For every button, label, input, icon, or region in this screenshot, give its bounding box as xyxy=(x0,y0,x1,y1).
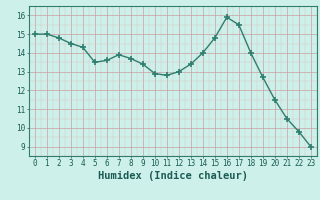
X-axis label: Humidex (Indice chaleur): Humidex (Indice chaleur) xyxy=(98,171,248,181)
